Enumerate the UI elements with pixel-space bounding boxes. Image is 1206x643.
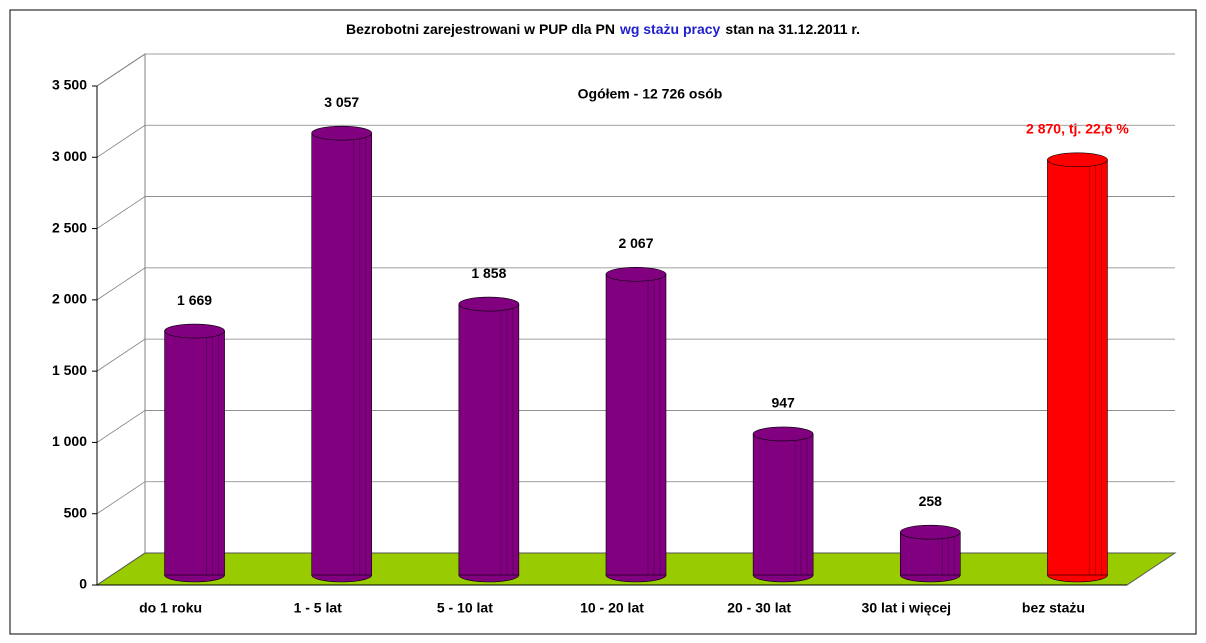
value-label: 3 057 — [324, 94, 359, 110]
grid-line — [96, 410, 1175, 443]
bar-top — [899, 524, 961, 540]
bar-top — [311, 125, 373, 141]
y-tick-label: 1 000 — [52, 433, 87, 449]
y-tick-label: 0 — [79, 576, 87, 592]
grid-line — [96, 53, 1175, 87]
bar — [458, 303, 520, 576]
x-tick-label: bez stażu — [1022, 600, 1085, 616]
bar-top — [752, 426, 814, 442]
grid-line — [96, 481, 1175, 515]
x-tick-label: 5 - 10 lat — [437, 600, 493, 616]
title-part: Bezrobotni zarejestrowani w PUP dla PN — [346, 21, 615, 37]
value-label: 258 — [919, 493, 943, 509]
y-tick-label: 2 500 — [52, 219, 87, 235]
value-label: 1 669 — [177, 292, 212, 308]
grid-line — [96, 338, 1175, 372]
bar-top — [458, 296, 520, 312]
title-part: stan na 31.12.2011 r. — [725, 21, 860, 37]
value-label: 947 — [771, 395, 795, 411]
bar-top — [164, 323, 225, 339]
x-tick-label: 10 - 20 lat — [580, 600, 644, 616]
grid-line — [96, 267, 1175, 301]
value-label: 2 067 — [618, 235, 653, 251]
title-part: wg stażu pracy — [619, 21, 721, 37]
bar — [1047, 159, 1108, 576]
y-tick-label: 500 — [64, 504, 88, 520]
value-label: 2 870, tj. 22,6 % — [1026, 121, 1129, 137]
y-tick-label: 3 500 — [52, 77, 87, 93]
x-tick-label: 1 - 5 lat — [294, 600, 343, 616]
grid-line — [96, 196, 1175, 229]
bar — [311, 132, 373, 576]
chart-title: Bezrobotni zarejestrowani w PUP dla PN wg… — [346, 21, 860, 37]
value-label: 1 858 — [471, 265, 506, 281]
y-tick-label: 3 000 — [52, 148, 87, 164]
bar-top — [1047, 152, 1108, 168]
y-tick-label: 2 000 — [52, 291, 87, 307]
back-wall — [96, 53, 146, 586]
y-tick-label: 1 500 — [52, 362, 87, 378]
bar — [605, 274, 667, 576]
bar — [752, 433, 814, 576]
bar-top — [605, 267, 667, 282]
x-tick-label: 20 - 30 lat — [727, 600, 791, 616]
x-tick-label: 30 lat i więcej — [862, 600, 952, 616]
annotation: Ogółem - 12 726 osób — [578, 86, 723, 102]
grid-line — [96, 124, 1175, 158]
bar — [164, 330, 225, 576]
x-tick-label: do 1 roku — [139, 600, 202, 616]
